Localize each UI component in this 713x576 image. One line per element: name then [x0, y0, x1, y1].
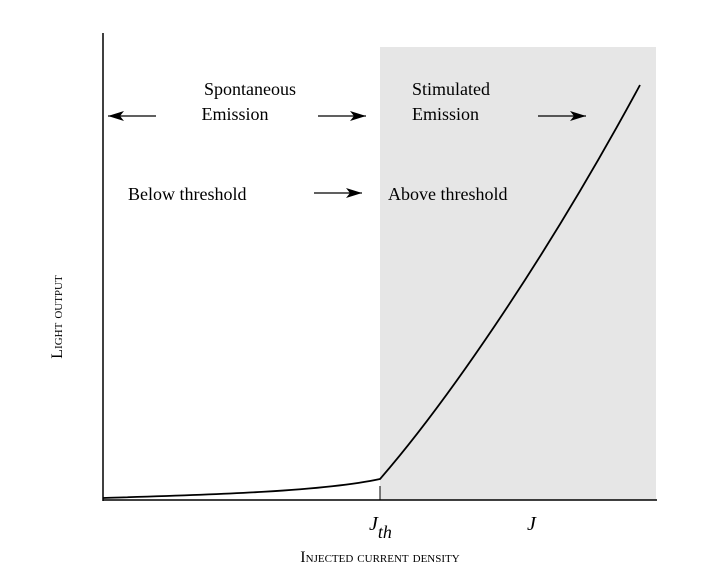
stimulated-label-line2: Emission: [412, 104, 479, 124]
x-tick-label-j: J: [527, 513, 537, 535]
above-threshold-region: [380, 47, 656, 500]
stimulated-label-line1: Stimulated: [412, 79, 490, 99]
y-axis-title: Light output: [49, 275, 66, 359]
above-threshold-label: Above threshold: [388, 184, 507, 204]
below-threshold-label: Below threshold: [128, 184, 247, 204]
x-tick-jth-main: J: [369, 513, 379, 535]
spontaneous-label-line1: Spontaneous: [204, 79, 296, 99]
x-tick-jth-subscript: th: [378, 522, 392, 542]
x-axis-title: Injected current density: [300, 549, 459, 566]
spontaneous-label-line2: Emission: [201, 104, 268, 124]
x-tick-label-jth: Jth: [369, 513, 392, 542]
light-output-curve: [102, 84, 641, 499]
